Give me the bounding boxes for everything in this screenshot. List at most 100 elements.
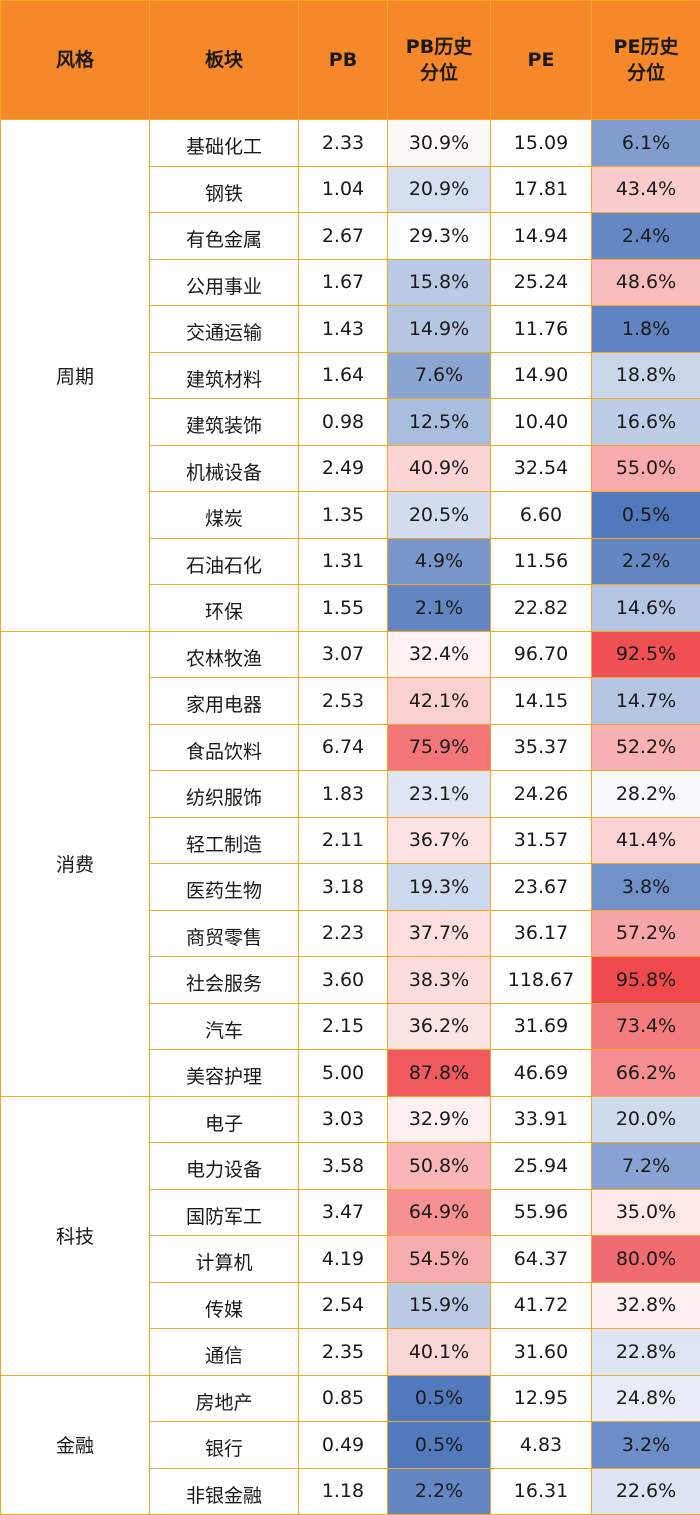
- pe-percentile-cell: 16.6%: [592, 399, 700, 446]
- pe-cell: 14.90: [491, 352, 592, 399]
- sector-cell: 汽车: [150, 1003, 299, 1050]
- pb-cell: 1.43: [299, 306, 388, 353]
- sector-cell: 非银金融: [150, 1468, 299, 1515]
- sector-cell: 商贸零售: [150, 910, 299, 957]
- pe-percentile-cell: 20.0%: [592, 1096, 700, 1143]
- sector-cell: 石油石化: [150, 538, 299, 585]
- pe-cell: 31.60: [491, 1329, 592, 1376]
- header-pe-percentile-line2: 分位: [627, 62, 665, 84]
- pb-cell: 2.23: [299, 910, 388, 957]
- pb-percentile-cell: 29.3%: [388, 213, 491, 260]
- pb-percentile-cell: 64.9%: [388, 1189, 491, 1236]
- pe-percentile-cell: 22.8%: [592, 1329, 700, 1376]
- pe-cell: 14.94: [491, 213, 592, 260]
- header-pb-percentile-line2: 分位: [420, 62, 458, 84]
- pb-percentile-cell: 20.9%: [388, 166, 491, 213]
- pe-percentile-cell: 41.4%: [592, 817, 700, 864]
- pb-cell: 2.15: [299, 1003, 388, 1050]
- sector-cell: 建筑装饰: [150, 399, 299, 446]
- pe-cell: 96.70: [491, 631, 592, 678]
- sector-cell: 纺织服饰: [150, 771, 299, 818]
- pe-percentile-cell: 14.6%: [592, 585, 700, 632]
- pb-percentile-cell: 15.9%: [388, 1282, 491, 1329]
- pb-cell: 3.47: [299, 1189, 388, 1236]
- pb-percentile-cell: 75.9%: [388, 724, 491, 771]
- pb-cell: 1.83: [299, 771, 388, 818]
- pe-percentile-cell: 92.5%: [592, 631, 700, 678]
- pe-percentile-cell: 6.1%: [592, 120, 700, 167]
- sector-cell: 社会服务: [150, 957, 299, 1004]
- pe-cell: 25.94: [491, 1143, 592, 1190]
- pb-cell: 2.54: [299, 1282, 388, 1329]
- pe-cell: 10.40: [491, 399, 592, 446]
- pe-cell: 24.26: [491, 771, 592, 818]
- pe-cell: 31.57: [491, 817, 592, 864]
- pb-percentile-cell: 0.5%: [388, 1422, 491, 1469]
- pe-percentile-cell: 32.8%: [592, 1282, 700, 1329]
- pb-percentile-cell: 87.8%: [388, 1050, 491, 1097]
- pb-percentile-cell: 2.2%: [388, 1468, 491, 1515]
- pe-percentile-cell: 2.4%: [592, 213, 700, 260]
- pb-cell: 1.31: [299, 538, 388, 585]
- pb-percentile-cell: 36.7%: [388, 817, 491, 864]
- pe-cell: 6.60: [491, 492, 592, 539]
- sector-cell: 家用电器: [150, 678, 299, 725]
- sector-cell: 国防军工: [150, 1189, 299, 1236]
- sector-cell: 传媒: [150, 1282, 299, 1329]
- header-pb-percentile-line1: PB历史: [406, 36, 472, 58]
- pe-cell: 4.83: [491, 1422, 592, 1469]
- pe-cell: 22.82: [491, 585, 592, 632]
- pb-cell: 3.07: [299, 631, 388, 678]
- pb-percentile-cell: 23.1%: [388, 771, 491, 818]
- pb-percentile-cell: 40.1%: [388, 1329, 491, 1376]
- sector-cell: 电力设备: [150, 1143, 299, 1190]
- pb-percentile-cell: 37.7%: [388, 910, 491, 957]
- sector-cell: 交通运输: [150, 306, 299, 353]
- pb-percentile-cell: 20.5%: [388, 492, 491, 539]
- header-pb: PB: [299, 1, 388, 120]
- pb-percentile-cell: 30.9%: [388, 120, 491, 167]
- header-pe: PE: [491, 1, 592, 120]
- pe-percentile-cell: 2.2%: [592, 538, 700, 585]
- style-group-cell: 科技: [1, 1096, 150, 1375]
- pe-cell: 118.67: [491, 957, 592, 1004]
- pe-cell: 12.95: [491, 1375, 592, 1422]
- pb-cell: 0.98: [299, 399, 388, 446]
- pe-percentile-cell: 80.0%: [592, 1236, 700, 1283]
- sector-cell: 建筑材料: [150, 352, 299, 399]
- pb-percentile-cell: 12.5%: [388, 399, 491, 446]
- pe-cell: 41.72: [491, 1282, 592, 1329]
- pb-percentile-cell: 32.4%: [388, 631, 491, 678]
- pb-cell: 2.35: [299, 1329, 388, 1376]
- header-pe-percentile-line1: PE历史: [614, 36, 679, 58]
- pe-cell: 23.67: [491, 864, 592, 911]
- pb-percentile-cell: 19.3%: [388, 864, 491, 911]
- sector-cell: 轻工制造: [150, 817, 299, 864]
- sector-cell: 农林牧渔: [150, 631, 299, 678]
- pe-cell: 33.91: [491, 1096, 592, 1143]
- sector-cell: 计算机: [150, 1236, 299, 1283]
- pb-cell: 0.85: [299, 1375, 388, 1422]
- sector-cell: 钢铁: [150, 166, 299, 213]
- pe-percentile-cell: 57.2%: [592, 910, 700, 957]
- pb-cell: 1.04: [299, 166, 388, 213]
- pe-cell: 64.37: [491, 1236, 592, 1283]
- header-pe-percentile: PE历史分位: [592, 1, 700, 120]
- pe-cell: 17.81: [491, 166, 592, 213]
- pb-percentile-cell: 42.1%: [388, 678, 491, 725]
- pb-cell: 1.18: [299, 1468, 388, 1515]
- header-row: 风格 板块 PB PB历史分位 PE PE历史分位: [1, 1, 700, 120]
- pe-percentile-cell: 22.6%: [592, 1468, 700, 1515]
- pb-percentile-cell: 54.5%: [388, 1236, 491, 1283]
- pb-percentile-cell: 38.3%: [388, 957, 491, 1004]
- pb-percentile-cell: 40.9%: [388, 445, 491, 492]
- pb-cell: 2.67: [299, 213, 388, 260]
- pb-percentile-cell: 14.9%: [388, 306, 491, 353]
- pe-percentile-cell: 95.8%: [592, 957, 700, 1004]
- pb-percentile-cell: 50.8%: [388, 1143, 491, 1190]
- pb-cell: 3.03: [299, 1096, 388, 1143]
